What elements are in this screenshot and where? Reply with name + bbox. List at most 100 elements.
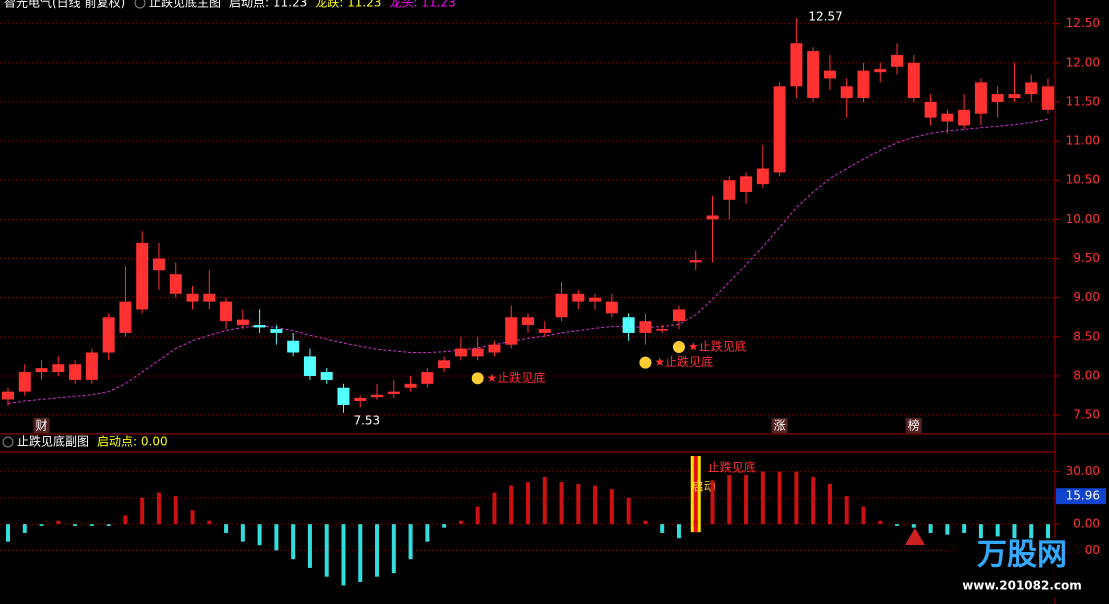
- bar: [526, 482, 530, 525]
- candle-body: [555, 293, 568, 318]
- marker-bg: [771, 418, 788, 433]
- candle-body: [169, 274, 182, 294]
- candle-body: [253, 325, 266, 328]
- y-tick-label: 8.00: [1073, 368, 1100, 382]
- candle-body: [2, 391, 14, 400]
- candle-body: [488, 344, 501, 353]
- y-tick-label: 10.00: [1066, 212, 1100, 226]
- logo-bg: [955, 538, 1085, 598]
- candle-body: [102, 317, 115, 353]
- candle-body: [220, 301, 233, 322]
- bar: [358, 524, 363, 582]
- bar: [442, 524, 447, 528]
- bar: [676, 524, 681, 539]
- bar: [123, 515, 128, 525]
- bar: [962, 524, 967, 533]
- min-label: 7.53: [353, 413, 380, 427]
- candle-body: [85, 352, 98, 380]
- bar: [945, 524, 950, 535]
- candle-body: [136, 242, 149, 310]
- candle-body: [287, 340, 300, 353]
- y-tick-label: 9.00: [1073, 290, 1100, 304]
- bar: [257, 524, 262, 546]
- logo-site: www.201082.com: [962, 579, 1082, 593]
- bar: [39, 524, 44, 526]
- bar: [207, 520, 212, 525]
- bar: [509, 485, 514, 525]
- y-tick-label: 7.50: [1073, 408, 1100, 422]
- indicator: 龙跌: 11.23: [315, 0, 381, 10]
- bar: [341, 524, 346, 586]
- candle-body: [656, 329, 669, 331]
- icon: [134, 0, 146, 9]
- candle-body: [1042, 86, 1054, 110]
- signal-icon: [639, 356, 652, 369]
- bar: [626, 497, 631, 525]
- marker: 涨: [774, 418, 786, 433]
- candle-body: [203, 293, 216, 302]
- candle-body: [52, 364, 65, 373]
- marker: 财: [36, 419, 48, 433]
- bar: [156, 492, 161, 525]
- bar: [911, 524, 916, 528]
- bar: [928, 524, 933, 533]
- bar: [391, 524, 396, 574]
- indicator: 启动点: 11.23: [229, 0, 307, 10]
- y-tick-label: 8.50: [1073, 329, 1100, 343]
- candle-body: [622, 317, 635, 333]
- bar: [307, 524, 312, 568]
- candle-body: [689, 260, 702, 263]
- bar: [995, 524, 1000, 537]
- candle-body: [907, 62, 920, 99]
- signal-label: ★止跌见底: [487, 370, 546, 385]
- signal-label: ★止跌见底: [688, 339, 747, 354]
- bar: [777, 471, 782, 525]
- header: 智光电气(日线 前复权) 止跌见底主图: [4, 0, 221, 10]
- y-tick-label: 30.00: [1066, 464, 1100, 478]
- bar: [458, 520, 463, 525]
- candle-body: [723, 180, 736, 200]
- signal-bar-core: [693, 456, 698, 533]
- bar: [56, 520, 61, 525]
- candle-body: [454, 348, 467, 357]
- bar: [190, 510, 195, 525]
- indicator: 龙头: 11.23: [389, 0, 455, 10]
- candle-body: [119, 301, 132, 333]
- signal-label: 止跌见底: [708, 460, 756, 475]
- candle-body: [605, 301, 618, 314]
- bar: [22, 524, 27, 533]
- bar: [844, 496, 849, 525]
- indicator: 启动点: 0.00: [97, 435, 168, 449]
- bar: [861, 506, 866, 525]
- candle-body: [438, 360, 451, 369]
- bar: [744, 475, 749, 525]
- candle-body: [404, 383, 417, 388]
- candle-body: [337, 387, 350, 405]
- candle-body: [152, 258, 165, 271]
- icon: [2, 436, 14, 448]
- bar: [895, 524, 900, 526]
- bar: [274, 524, 279, 551]
- bar: [173, 496, 178, 525]
- bar: [794, 471, 799, 525]
- candle-body: [672, 309, 685, 322]
- bar: [693, 520, 698, 525]
- signal-icon: [471, 372, 484, 385]
- last-value: 15.96: [1066, 489, 1100, 503]
- candle-body: [991, 94, 1004, 102]
- candle-body: [1008, 94, 1021, 99]
- logo-brand: 万股网: [977, 538, 1067, 573]
- bar: [1029, 524, 1034, 551]
- candle-body: [35, 368, 48, 373]
- bar: [324, 524, 329, 577]
- y-tick-label: 9.50: [1073, 251, 1100, 265]
- y-tick-label: 12.00: [1066, 55, 1100, 69]
- candle-body: [823, 70, 836, 79]
- candle-body: [840, 86, 853, 99]
- sub-header: 止跌见底副图: [2, 434, 89, 449]
- bar: [240, 524, 245, 542]
- bar: [140, 497, 145, 525]
